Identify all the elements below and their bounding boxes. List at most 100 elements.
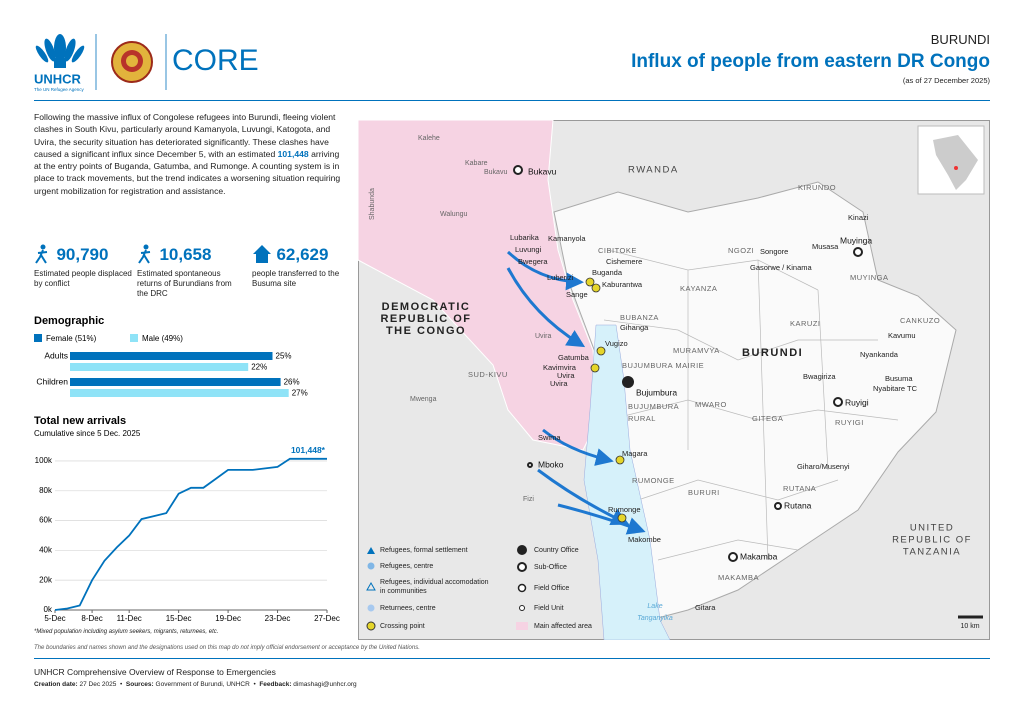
map-label: MAKAMBA [718,573,759,582]
map-label: RWANDA [628,165,679,176]
bar [70,352,273,360]
demographic-chart: Demographic Female (51%) Male (49%) Adults 2… [34,315,308,398]
label: Creation date: [34,681,78,688]
map-label: Gitara [695,603,716,612]
x-tick-label: 19-Dec [215,614,241,623]
bar [70,363,249,371]
map-label: BURUNDI [742,347,803,359]
header-rule [34,100,990,101]
province-borders [603,249,899,561]
map-label: TANZANIA [903,547,961,558]
arrows [506,250,646,535]
map-label: Nyankanda [860,350,899,359]
value-label: 26% [284,378,300,387]
x-tick-label: 27-Dec [314,614,340,623]
map-label: Kalehe [418,135,440,142]
map-label: Kaburantwa [602,280,643,289]
map-label: UNITED [910,523,954,534]
title: Influx of people from eastern DR Congo [631,51,990,72]
footer-rule [34,658,990,659]
map-label: Muyinga [840,235,872,245]
y-tick-label: 80k [39,486,53,495]
stat-value: 90,790 [56,245,109,264]
y-tick-label: 20k [39,575,53,584]
logo-text: UNHCR [34,71,82,86]
map-label: Kabare [465,160,488,167]
value-label: 101,448* [291,445,326,455]
map-label: Kavimvira [543,363,577,372]
map-label: Cishemere [606,257,642,266]
map-label: Rumonge [608,505,641,514]
intro-text: Following the massive influx of Congoles… [34,112,336,159]
legend-symbols [366,545,528,631]
map-label: NGOZI [728,246,754,255]
map: Kalehe Kabare Bukavu Bukavu RWANDA KIRUNDO Kin… [358,120,990,640]
chart-subtitle: Cumulative since 5 Dec. 2025 [34,429,141,438]
category-label: Children [36,376,68,386]
inset [917,125,985,195]
legend-label: Refugees, individual accomodation in com… [380,579,491,595]
map-label: Bujumbura [636,387,677,397]
unhcr-emblem [35,34,85,68]
map-label: MURAMVYA [673,346,720,355]
line [54,457,327,611]
map-label: KAYANZA [680,284,717,293]
legend-swatch [34,334,42,342]
country-office [622,376,634,388]
map-label: Lubarika [510,233,540,242]
map-label: Uvira [550,379,568,388]
chart-title: Total new arrivals [34,415,126,427]
map-label: Shabunda [369,188,376,220]
stat-icon [138,244,151,264]
map-label: Kavumu [888,331,916,340]
map-label: Buganda [592,268,623,277]
value: dimashagi@unhcr.org [293,681,357,688]
stat-description: Estimated people displaced by conflict [34,269,132,288]
map-label: Vugizo [605,339,628,348]
map-label: BUJUMBURA [628,402,679,411]
stat-icon [35,244,48,264]
map-label: SUD-KIVU [468,370,508,379]
map-label: Swima [538,433,561,442]
x-tick-label: 8-Dec [81,614,102,623]
map-label: DEMOCRATIC [382,301,471,313]
stat: 90,790 Estimated people displaced by con… [34,244,134,289]
map-label: RURAL [628,414,656,423]
map-label: BUJUMBURA MAIRIE [622,361,704,370]
map-label: Bukavu [484,169,507,176]
map-label: BUBANZA [620,313,659,322]
lake [583,324,671,640]
header-right: BURUNDI Influx of people from eastern DR… [631,32,990,85]
map-label: CANKUZO [900,316,940,325]
value-label: 25% [276,352,292,361]
chart-title: Demographic [34,315,104,327]
value: 27 Dec 2025 [79,681,117,688]
map-label: THE CONGO [386,325,466,337]
map-label: MUYINGA [850,273,889,282]
map-label: Mboko [538,459,564,469]
map-label: Rutana [784,500,812,510]
map-label: KARUZI [790,319,821,328]
map-label: Makombe [628,535,661,544]
map-label: RUTANA [783,484,816,493]
stat-description: people transferred to the Busuma site [252,269,340,288]
value-label: 27% [292,389,308,398]
value: Government of Burundi, UNHCR [155,681,250,688]
map-label: Kinazi [848,213,869,222]
date: (as of 27 December 2025) [902,76,990,85]
map-label: Lake [647,603,662,610]
map-label: GITEGA [752,414,783,423]
map-label: Bwagiriza [803,372,836,381]
stat: 62,629 people transferred to the Busuma … [252,244,352,289]
map-label: CIBITOKE [598,246,637,255]
y-tick-label: 0k [44,605,53,614]
legend-label: Main affected area [534,623,592,630]
map-label: Songore [760,247,788,256]
map-label: Gatumba [558,353,590,362]
map-label: Luvungi [515,245,542,254]
legend-label: Crossing point [380,623,425,630]
legend-label: Field Unit [534,605,564,612]
map-label: MWARO [695,400,727,409]
map-label: Fizi [523,496,534,503]
